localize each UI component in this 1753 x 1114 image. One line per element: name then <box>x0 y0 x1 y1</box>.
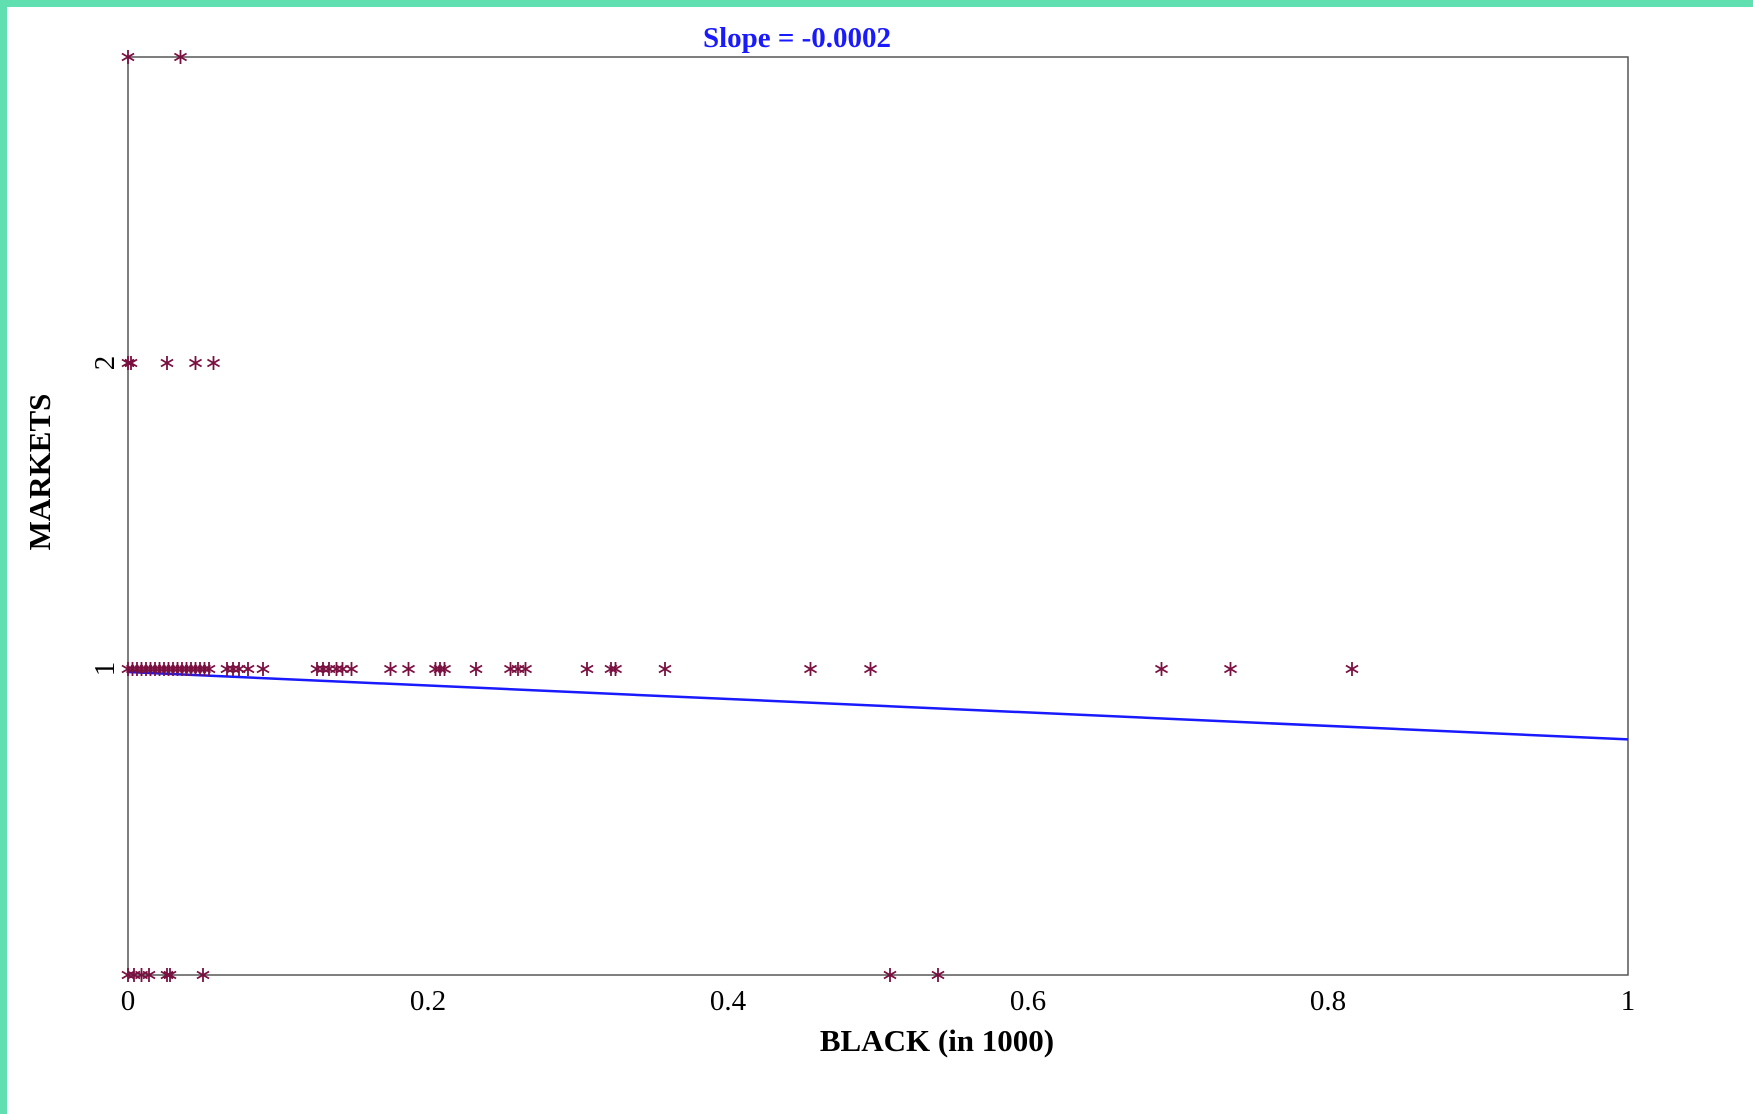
data-point <box>173 50 188 64</box>
x-axis-label: BLACK (in 1000) <box>820 1023 1054 1058</box>
x-tick-label: 0.6 <box>1010 985 1046 1017</box>
data-point <box>188 356 203 370</box>
x-tick-label: 1 <box>1621 985 1636 1017</box>
data-point <box>883 968 897 982</box>
data-point <box>142 968 156 982</box>
data-point <box>658 662 672 676</box>
data-point <box>316 662 330 676</box>
data-point <box>124 356 138 370</box>
data-points <box>121 50 1359 982</box>
data-point <box>1154 662 1169 676</box>
chart-title: Slope = -0.0002 <box>703 22 891 54</box>
data-point <box>518 662 533 676</box>
data-point <box>220 662 234 676</box>
x-tick-label: 0.2 <box>410 985 446 1017</box>
data-point <box>202 662 216 676</box>
data-point <box>503 662 518 676</box>
x-tick-label: 0 <box>121 985 136 1017</box>
data-point <box>160 356 174 370</box>
data-point <box>121 968 135 982</box>
data-point <box>401 662 416 676</box>
data-point <box>608 662 623 676</box>
data-point <box>437 662 452 676</box>
data-point <box>1223 662 1238 676</box>
data-point <box>580 662 594 676</box>
data-point <box>863 662 878 676</box>
data-point <box>1345 662 1359 676</box>
data-point <box>310 662 324 676</box>
data-point <box>160 968 174 982</box>
data-point <box>256 662 270 676</box>
x-tick-label: 0.8 <box>1310 985 1346 1017</box>
x-tick-label: 0.4 <box>710 985 747 1017</box>
y-tick-label: 1 <box>89 662 121 677</box>
data-point <box>121 356 135 370</box>
data-point <box>196 968 210 982</box>
data-point <box>226 662 240 676</box>
data-point <box>163 968 177 982</box>
data-point <box>511 662 525 676</box>
data-point <box>329 662 344 676</box>
data-point <box>931 968 945 982</box>
y-tick-label: 2 <box>89 356 121 371</box>
regression-line <box>127 670 1629 741</box>
y-axis-ticks: 12 <box>89 356 121 677</box>
data-point <box>206 356 221 370</box>
plot-frame <box>127 56 1629 976</box>
data-point <box>241 662 255 676</box>
scatter-plot: Slope = -0.0002 0 0.2 0.4 0.6 0.8 1 12 BLACK … <box>22 22 1636 1058</box>
data-point <box>344 662 359 676</box>
x-axis-ticks: 0 0.2 0.4 0.6 0.8 1 <box>121 985 1636 1017</box>
data-point <box>383 662 398 676</box>
data-point <box>121 50 135 64</box>
y-axis-label: MARKETS <box>22 394 57 551</box>
data-point <box>469 662 483 676</box>
data-point <box>803 662 818 676</box>
